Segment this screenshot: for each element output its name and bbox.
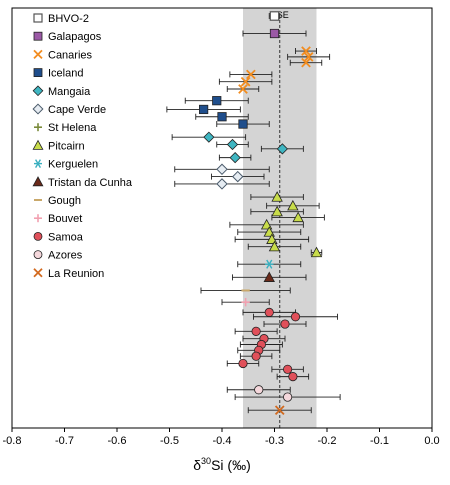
x-tick-label: -0.7	[55, 435, 74, 447]
legend-label: Iceland	[48, 68, 83, 80]
x-tick-label: -0.6	[108, 435, 127, 447]
data-point	[250, 205, 304, 217]
data-point	[250, 191, 304, 202]
data-point	[237, 259, 302, 269]
legend-item: Galapagos	[33, 31, 102, 43]
data-point	[226, 358, 260, 369]
data-point	[232, 271, 307, 282]
legend-label: BHVO-2	[48, 13, 89, 25]
data-layer	[166, 11, 341, 416]
legend-item: Pitcairn	[32, 139, 85, 152]
data-point	[226, 84, 260, 94]
x-axis-title: δ30Si (‰)	[193, 456, 250, 473]
data-point	[289, 57, 323, 68]
legend-label: St Helena	[48, 122, 97, 134]
data-point	[226, 385, 291, 395]
x-tick-label: -0.1	[370, 435, 389, 447]
data-point	[166, 104, 241, 115]
legend-label: Tristan da Cunha	[48, 177, 133, 189]
x-tick-label: 0.0	[424, 435, 439, 447]
legend-label: Canaries	[48, 49, 93, 61]
x-tick-label: -0.8	[3, 435, 22, 447]
legend-label: Gough	[48, 195, 81, 207]
data-point	[218, 76, 273, 87]
data-point	[200, 287, 291, 294]
legend-item: Bouvet	[34, 213, 82, 225]
legend: BHVO-2 Galapagos Canaries Iceland Mangaia Cap…	[32, 13, 133, 280]
data-point	[195, 112, 249, 122]
legend-label: Mangaia	[48, 86, 91, 98]
data-point	[253, 312, 338, 322]
legend-item: Mangaia	[32, 85, 91, 98]
data-point	[171, 131, 247, 143]
data-point	[247, 240, 302, 252]
data-point	[234, 326, 278, 336]
legend-label: Bouvet	[48, 213, 82, 225]
data-point	[221, 297, 270, 307]
data-point	[268, 11, 281, 21]
x-axis: -0.8 -0.7 -0.6 -0.5 -0.4 -0.3 -0.2 -0.1 0.0	[3, 428, 440, 447]
data-point	[266, 199, 320, 211]
data-point	[211, 170, 265, 183]
data-point	[216, 119, 270, 129]
legend-item: Azores	[33, 250, 83, 262]
legend-label: Samoa	[48, 231, 84, 243]
data-point	[260, 143, 304, 155]
legend-item: Iceland	[33, 68, 83, 80]
legend-item: BHVO-2	[33, 13, 89, 25]
data-point	[295, 46, 317, 56]
legend-label: La Reunion	[48, 268, 104, 280]
plot-area: BSE	[11, 7, 433, 429]
legend-item: Canaries	[33, 49, 93, 61]
x-tick-label: -0.4	[213, 435, 232, 447]
legend-label: Cape Verde	[48, 104, 106, 116]
legend-item: Kerguelen	[34, 159, 98, 171]
data-point	[174, 178, 270, 190]
legend-label: Azores	[48, 250, 83, 262]
legend-item: Samoa	[33, 231, 84, 243]
data-point	[229, 69, 273, 80]
legend-label: Pitcairn	[48, 140, 85, 152]
legend-item: Cape Verde	[32, 103, 106, 116]
data-point	[239, 351, 273, 361]
data-point	[184, 96, 249, 106]
data-point	[174, 163, 270, 176]
data-point	[287, 52, 331, 62]
legend-item: Gough	[34, 195, 81, 207]
data-point	[218, 152, 252, 164]
legend-item: La Reunion	[33, 268, 104, 280]
data-point	[263, 319, 307, 329]
data-point	[271, 211, 325, 223]
data-point	[276, 372, 310, 382]
data-point	[310, 246, 323, 258]
x-tick-label: -0.5	[160, 435, 179, 447]
data-point	[234, 392, 341, 402]
data-point	[271, 364, 304, 374]
x-tick-label: -0.3	[265, 435, 284, 447]
legend-label: Galapagos	[48, 31, 102, 43]
data-point	[216, 138, 249, 151]
legend-label: Kerguelen	[48, 159, 98, 171]
legend-item: Tristan da Cunha	[32, 176, 133, 189]
x-tick-label: -0.2	[318, 435, 337, 447]
data-point	[247, 405, 312, 416]
legend-item: St Helena	[34, 122, 97, 134]
data-point	[242, 28, 307, 39]
